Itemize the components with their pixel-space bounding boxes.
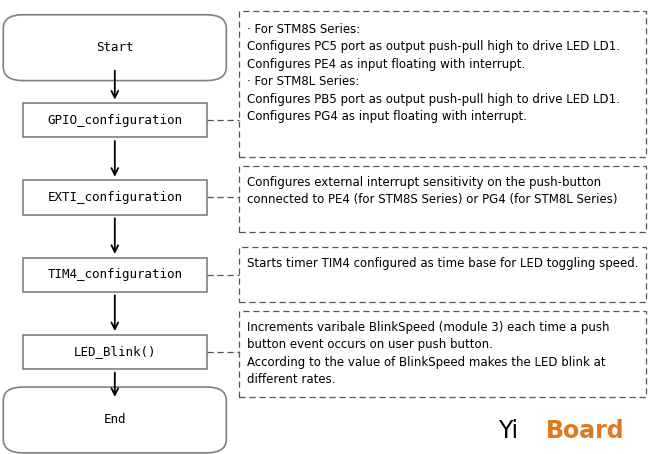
Text: GPIO_configuration: GPIO_configuration	[47, 114, 182, 127]
Bar	[23, 335, 207, 369]
Bar	[23, 257, 207, 291]
FancyBboxPatch shape	[3, 15, 226, 80]
Text: Yi: Yi	[499, 419, 519, 443]
Text: · For STM8S Series:
Configures PC5 port as output push-pull high to drive LED LD: · For STM8S Series: Configures PC5 port …	[247, 23, 621, 123]
Text: Increments varibale BlinkSpeed (module 3) each time a push
button event occurs o: Increments varibale BlinkSpeed (module 3…	[247, 321, 610, 386]
Bar	[23, 103, 207, 137]
Text: End: End	[104, 414, 126, 426]
Bar	[239, 311, 646, 397]
Bar	[23, 180, 207, 215]
Bar	[239, 11, 646, 157]
Bar	[239, 247, 646, 302]
Text: Configures external interrupt sensitivity on the push-button
connected to PE4 (f: Configures external interrupt sensitivit…	[247, 176, 618, 206]
Text: EXTI_configuration: EXTI_configuration	[47, 191, 182, 204]
Text: TIM4_configuration: TIM4_configuration	[47, 268, 182, 281]
Bar	[239, 166, 646, 232]
Text: Starts timer TIM4 configured as time base for LED toggling speed.: Starts timer TIM4 configured as time bas…	[247, 257, 639, 271]
Text: Board: Board	[546, 419, 625, 443]
Text: LED_Blink(): LED_Blink()	[73, 345, 156, 358]
Text: Start: Start	[96, 41, 134, 54]
FancyBboxPatch shape	[3, 387, 226, 453]
